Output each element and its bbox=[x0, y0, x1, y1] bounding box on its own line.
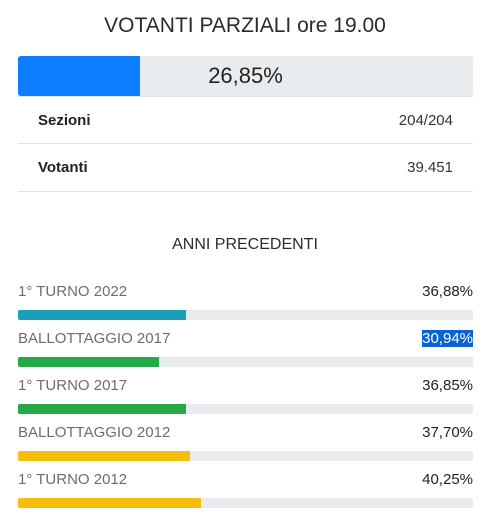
previous-year-progress-bar bbox=[18, 310, 473, 320]
stat-label: Sezioni bbox=[38, 112, 91, 129]
previous-year-progress-bar bbox=[18, 451, 473, 461]
stat-label: Votanti bbox=[38, 159, 88, 176]
previous-year-label: BALLOTTAGGIO 2017 bbox=[18, 330, 171, 347]
previous-year-item: 1° TURNO 2017 36,85% bbox=[18, 374, 473, 421]
previous-year-progress-bar bbox=[18, 357, 473, 367]
previous-year-progress-fill bbox=[18, 451, 190, 461]
turnout-percentage: 26,85% bbox=[208, 63, 283, 88]
previous-year-progress-bar bbox=[18, 404, 473, 414]
stat-row-votanti: Votanti 39.451 bbox=[18, 143, 473, 192]
stat-value: 204/204 bbox=[398, 112, 453, 129]
previous-year-item: 1° TURNO 2012 40,25% bbox=[18, 468, 473, 515]
previous-year-progress-bar bbox=[18, 498, 473, 508]
previous-year-value: 30,94% bbox=[422, 330, 473, 347]
previous-year-value: 36,88% bbox=[422, 283, 473, 300]
turnout-progress-fill bbox=[18, 56, 141, 96]
previous-year-progress-fill bbox=[18, 404, 186, 414]
previous-year-progress-fill bbox=[18, 498, 202, 508]
stat-value: 39.451 bbox=[407, 159, 453, 176]
previous-year-label: 1° TURNO 2012 bbox=[18, 471, 128, 488]
previous-year-value: 40,25% bbox=[422, 471, 473, 488]
previous-year-value: 36,85% bbox=[422, 377, 473, 394]
previous-years-list: 1° TURNO 2022 36,88% BALLOTTAGGIO 2017 30,9… bbox=[18, 280, 473, 515]
previous-year-progress-fill bbox=[18, 357, 159, 367]
previous-year-item: 1° TURNO 2022 36,88% bbox=[18, 280, 473, 327]
previous-years-title: ANNI PRECEDENTI bbox=[172, 236, 318, 253]
previous-year-item: BALLOTTAGGIO 2017 30,94% bbox=[18, 327, 473, 374]
stat-row-sezioni: Sezioni 204/204 bbox=[18, 96, 473, 144]
turnout-progress-bar: 26,85% bbox=[18, 56, 473, 96]
previous-year-label: 1° TURNO 2017 bbox=[18, 377, 128, 394]
previous-year-label: BALLOTTAGGIO 2012 bbox=[18, 424, 171, 441]
previous-year-item: BALLOTTAGGIO 2012 37,70% bbox=[18, 421, 473, 468]
previous-year-label: 1° TURNO 2022 bbox=[18, 283, 128, 300]
previous-year-value: 37,70% bbox=[422, 424, 473, 441]
page-title: VOTANTI PARZIALI ore 19.00 bbox=[104, 14, 386, 37]
previous-year-progress-fill bbox=[18, 310, 186, 320]
